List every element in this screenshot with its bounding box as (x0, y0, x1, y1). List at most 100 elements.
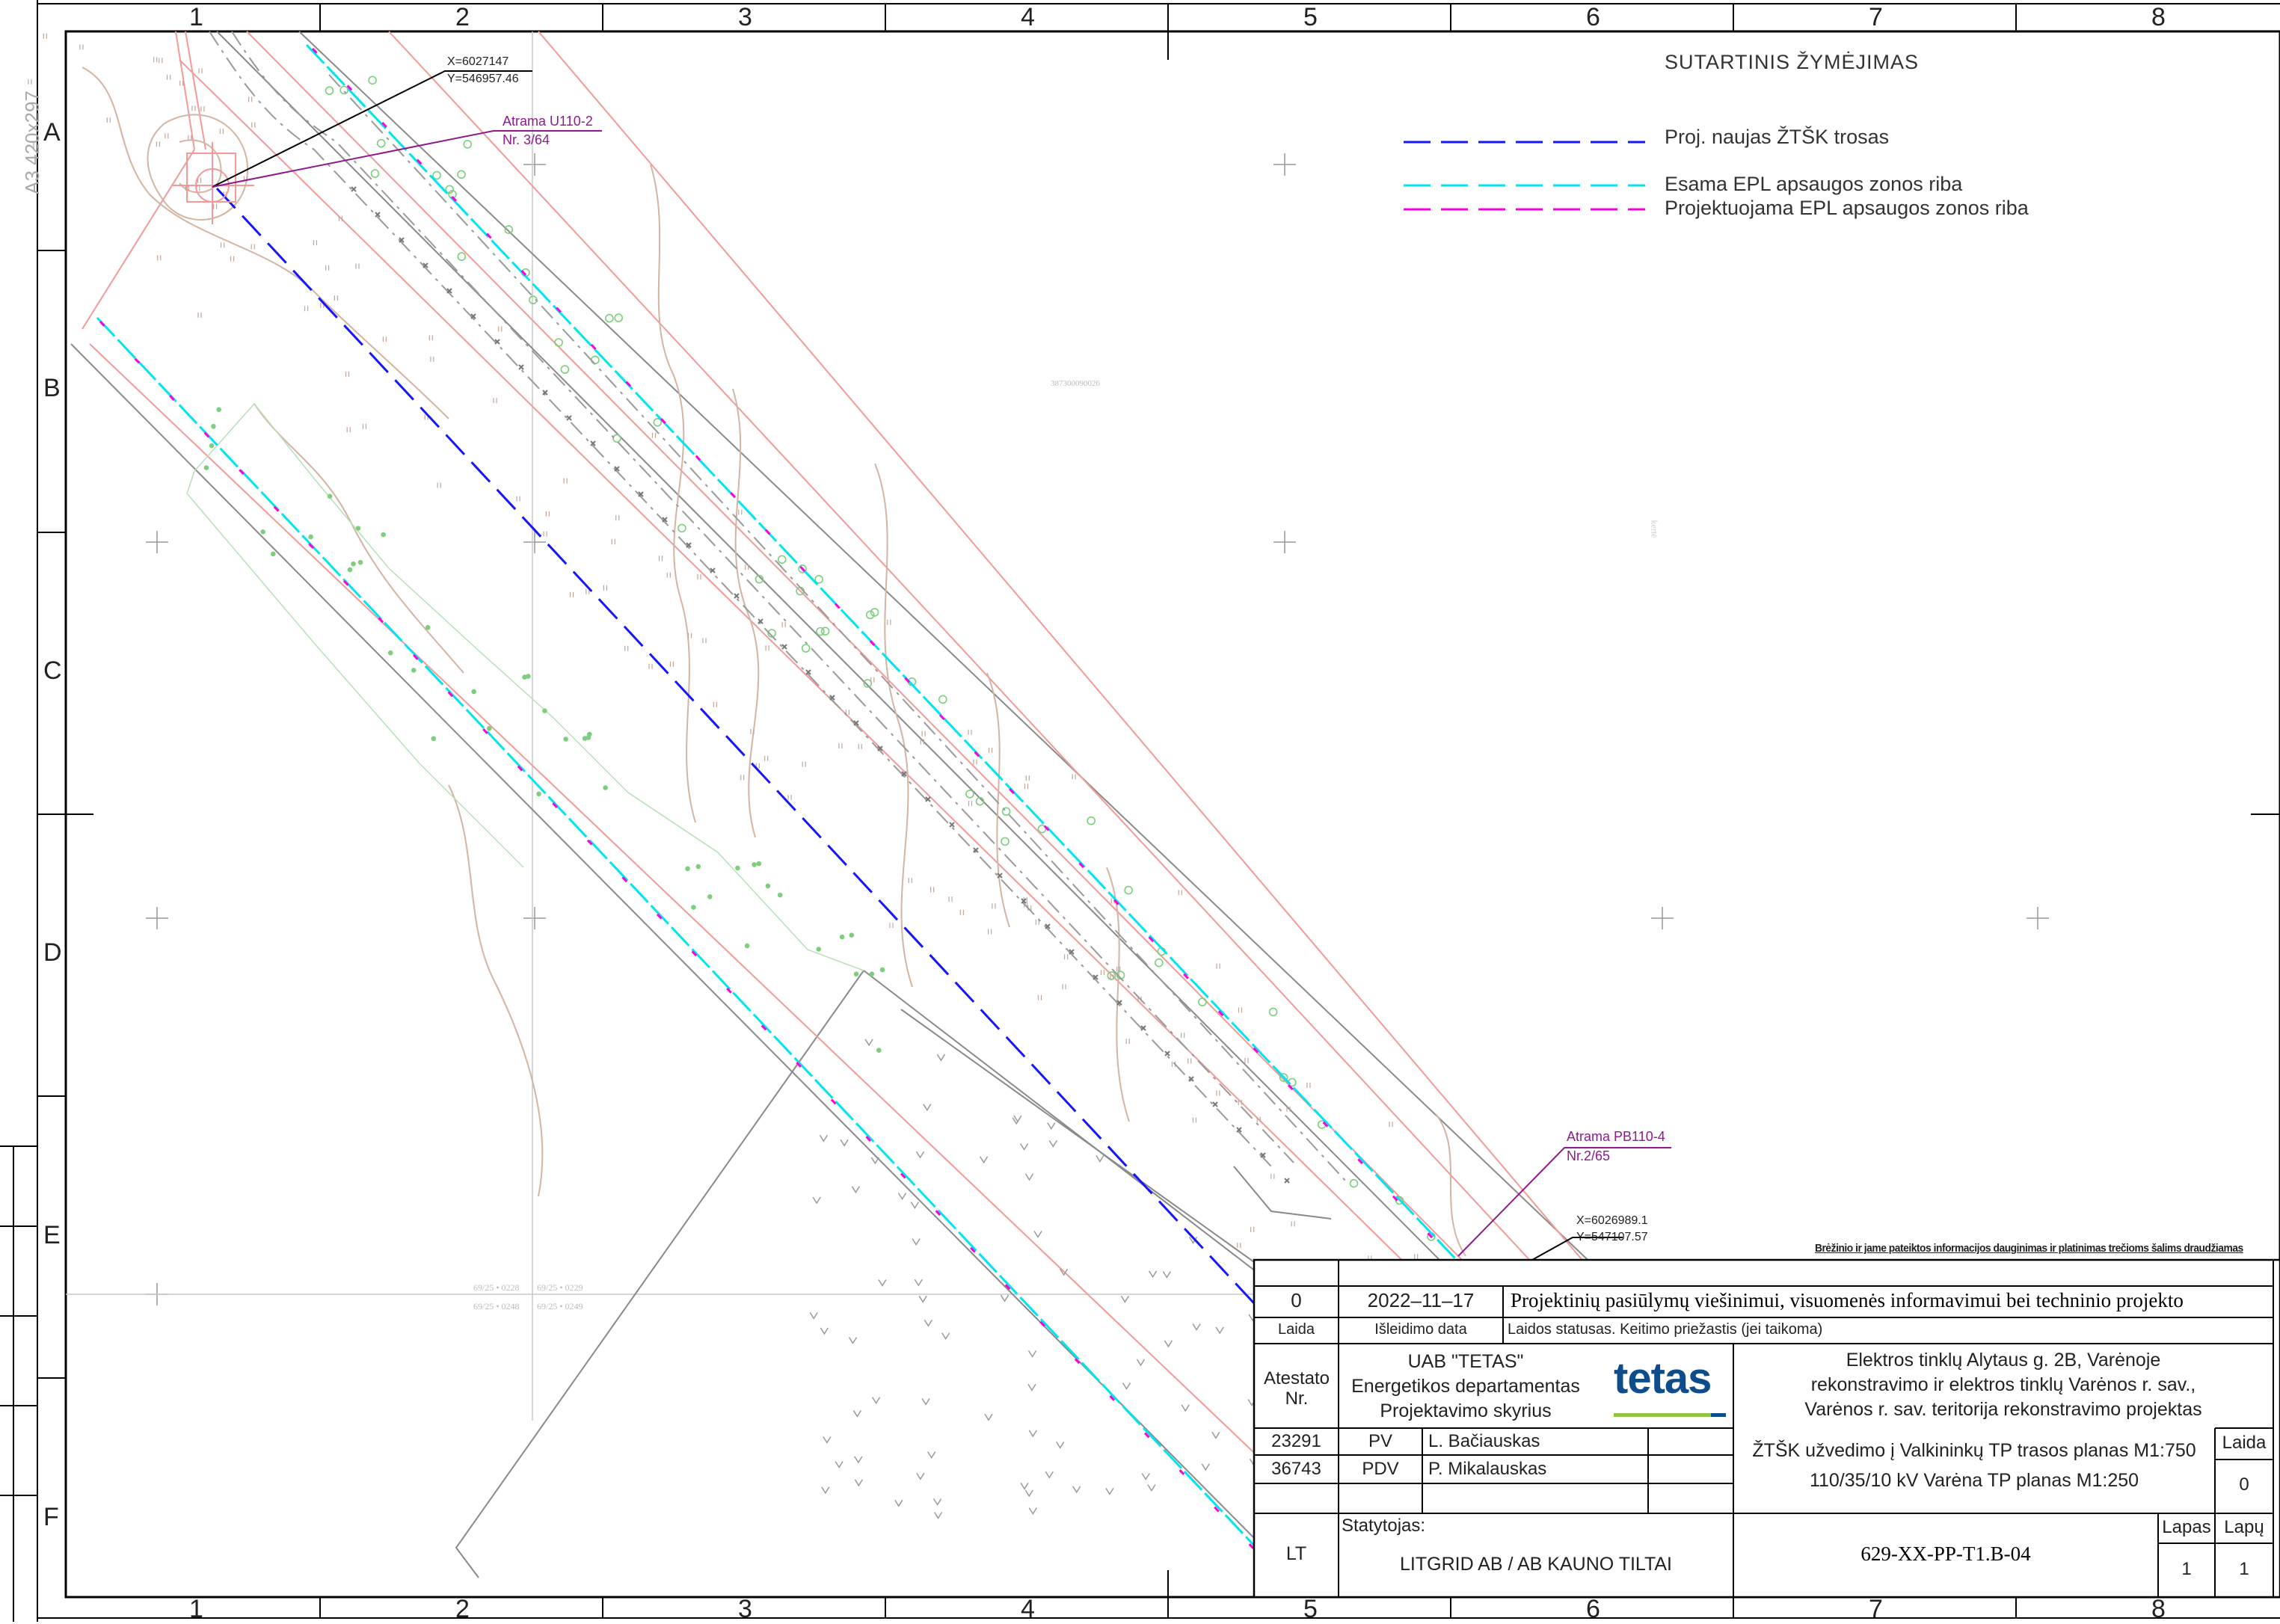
grass-mark (1187, 1058, 1192, 1064)
staff-1-nr: 23291 (1271, 1431, 1321, 1451)
grass-mark (889, 923, 894, 929)
grid-row-label: D (43, 938, 62, 967)
tree-symbol (339, 85, 349, 95)
grass-mark (1110, 974, 1114, 980)
road-markers (351, 186, 1290, 1184)
staff-2-nr: 36743 (1271, 1459, 1321, 1479)
header-date: Išleidimo data (1374, 1321, 1467, 1338)
grass-mark (1306, 1083, 1311, 1088)
grass-mark (713, 701, 717, 707)
tree-dot (271, 551, 276, 557)
road-marker (1045, 923, 1051, 929)
grass-mark (179, 80, 184, 86)
tree-dot (308, 534, 313, 540)
grass-mark (248, 96, 253, 102)
road-marker (422, 262, 428, 268)
grass-mark (1125, 1039, 1130, 1045)
road-marker (710, 568, 716, 573)
grass-mark (765, 645, 769, 651)
tree-symbol (504, 225, 514, 234)
legend-item-projected-zone: Projektuojama EPL apsaugos zonos riba (1665, 197, 2029, 219)
grass-marks (28, 33, 1419, 1261)
legend-item-existing-zone: Esama EPL apsaugos zonos riba (1665, 173, 1963, 195)
meadow-mark (835, 1461, 844, 1468)
meadow-mark (897, 1193, 907, 1201)
lapu-value: 1 (2239, 1559, 2249, 1579)
road-marker (829, 695, 835, 701)
lapas-label: Lapas (2162, 1517, 2211, 1537)
grid-column-label: 4 (1021, 3, 1035, 31)
tree-symbols (203, 76, 1436, 1241)
road-marker (901, 771, 907, 777)
tree-dot (707, 894, 713, 899)
grass-mark (191, 105, 196, 111)
tree-dot (209, 443, 215, 449)
grid-row-label: F (43, 1503, 59, 1531)
grid-column-label: 5 (1303, 3, 1318, 31)
tree-dot (756, 861, 762, 867)
statytojas-label: Statytojas: (1342, 1516, 1426, 1536)
country-code: LT (1285, 1543, 1307, 1564)
meadow-mark (1059, 1268, 1069, 1276)
meadow-mark (1024, 1489, 1033, 1498)
grass-mark (740, 775, 745, 781)
meadow-mark (915, 1151, 925, 1159)
coord-bottom-y: Y=547107.57 (1576, 1231, 1648, 1243)
tree-dot (381, 532, 387, 538)
grass-mark (1181, 1033, 1185, 1039)
tree-symbol (368, 76, 377, 85)
meadow-mark (1148, 1270, 1158, 1279)
road-marker (566, 415, 572, 421)
faint-vertical-label: kertė (1649, 520, 1660, 538)
grass-mark (251, 244, 255, 250)
grass-mark (781, 621, 786, 627)
meadow-marks (809, 1039, 1259, 1519)
header-laida: Laida (1278, 1321, 1315, 1338)
support-top-nr: Nr. 3/64 (503, 132, 550, 147)
road-marker (494, 339, 500, 345)
tree-symbol (755, 574, 764, 584)
meadow-mark (984, 1413, 993, 1421)
tree-symbol (965, 790, 974, 799)
grass-mark (1414, 1254, 1419, 1260)
road-marker (925, 796, 931, 802)
tree-symbol (457, 170, 466, 179)
meadow-mark (854, 1456, 863, 1464)
map-grid-lines (66, 31, 1256, 1421)
grass-mark (1062, 984, 1066, 990)
cyan-zone-lines (96, 43, 1469, 1549)
meadow-mark (870, 1157, 879, 1165)
grid-column-label: 1 (189, 3, 203, 31)
grass-mark (185, 185, 189, 191)
tree-dot (260, 529, 266, 535)
meadow-mark (1072, 1486, 1081, 1494)
grass-mark (651, 432, 657, 438)
meadow-mark (1120, 1295, 1130, 1303)
meadow-mark (924, 1319, 933, 1327)
road-marker (853, 720, 859, 726)
road-marker (542, 390, 548, 396)
tree-symbol (801, 644, 811, 653)
grass-mark (1025, 775, 1030, 781)
tree-dot (347, 567, 353, 573)
project-title-line-1: Elektros tinklų Alytaus g. 2B, Varėnoje (1846, 1350, 2161, 1371)
grass-mark (959, 909, 964, 915)
grass-mark (338, 215, 342, 221)
meadow-mark (1047, 1122, 1056, 1131)
meadow-mark (878, 1279, 887, 1287)
grass-mark (738, 509, 743, 515)
road-marker (949, 822, 955, 828)
staff-1-role: PV (1368, 1431, 1392, 1451)
tree-symbol (376, 138, 386, 148)
grass-mark (968, 801, 973, 807)
tree-symbol (325, 86, 334, 95)
meadow-mark (921, 1398, 930, 1406)
grass-mark (989, 748, 993, 753)
grass-mark (750, 729, 755, 734)
meadow-mark (1164, 1340, 1173, 1348)
grass-mark (157, 255, 162, 261)
meadow-mark (1215, 1326, 1224, 1335)
meadow-mark (871, 1397, 881, 1405)
tree-symbol (554, 338, 563, 347)
